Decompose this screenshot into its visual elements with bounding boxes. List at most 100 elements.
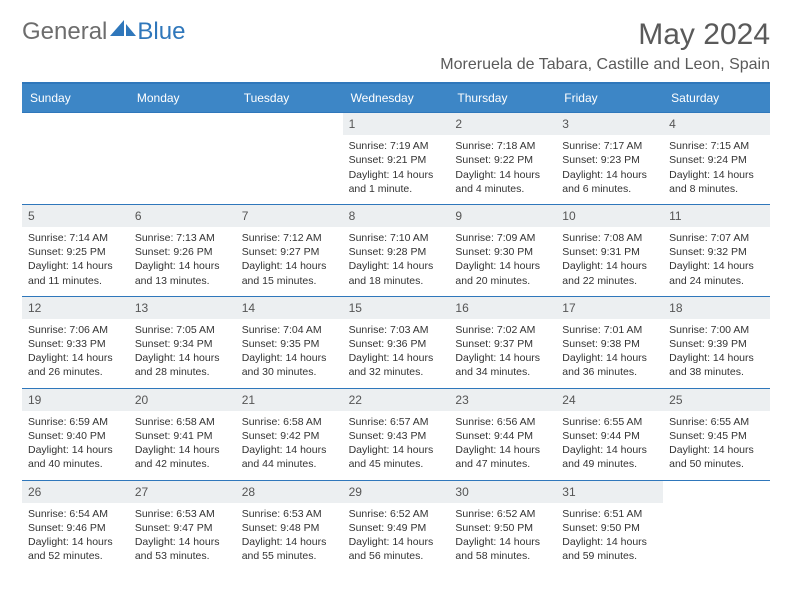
sunset-line: Sunset: 9:43 PM <box>349 429 444 443</box>
sunrise-line: Sunrise: 6:52 AM <box>349 507 444 521</box>
calendar-cell: 11Sunrise: 7:07 AMSunset: 9:32 PMDayligh… <box>663 204 770 296</box>
sunrise-line: Sunrise: 7:18 AM <box>455 139 550 153</box>
sunset-line: Sunset: 9:26 PM <box>135 245 230 259</box>
daylight-line: Daylight: 14 hours and 42 minutes. <box>135 443 230 471</box>
day-number: 24 <box>556 389 663 411</box>
day-number: 13 <box>129 297 236 319</box>
sunrise-line: Sunrise: 6:54 AM <box>28 507 123 521</box>
sunset-line: Sunset: 9:25 PM <box>28 245 123 259</box>
sunrise-line: Sunrise: 6:55 AM <box>562 415 657 429</box>
sunrise-line: Sunrise: 7:00 AM <box>669 323 764 337</box>
sunset-line: Sunset: 9:48 PM <box>242 521 337 535</box>
daylight-line: Daylight: 14 hours and 50 minutes. <box>669 443 764 471</box>
sunrise-line: Sunrise: 7:05 AM <box>135 323 230 337</box>
day-header: Sunday <box>22 84 129 112</box>
day-number: 2 <box>449 113 556 135</box>
sunset-line: Sunset: 9:21 PM <box>349 153 444 167</box>
calendar-cell: 6Sunrise: 7:13 AMSunset: 9:26 PMDaylight… <box>129 204 236 296</box>
calendar-cell: 2Sunrise: 7:18 AMSunset: 9:22 PMDaylight… <box>449 112 556 204</box>
sunrise-line: Sunrise: 7:09 AM <box>455 231 550 245</box>
calendar-cell: 20Sunrise: 6:58 AMSunset: 9:41 PMDayligh… <box>129 388 236 480</box>
daylight-line: Daylight: 14 hours and 45 minutes. <box>349 443 444 471</box>
sunset-line: Sunset: 9:37 PM <box>455 337 550 351</box>
sunset-line: Sunset: 9:42 PM <box>242 429 337 443</box>
title-block: May 2024 Moreruela de Tabara, Castille a… <box>440 18 770 74</box>
daylight-line: Daylight: 14 hours and 36 minutes. <box>562 351 657 379</box>
day-number: 18 <box>663 297 770 319</box>
sunrise-line: Sunrise: 7:13 AM <box>135 231 230 245</box>
day-number: 20 <box>129 389 236 411</box>
calendar-cell-empty <box>236 112 343 204</box>
calendar-cell: 12Sunrise: 7:06 AMSunset: 9:33 PMDayligh… <box>22 296 129 388</box>
day-number: 31 <box>556 481 663 503</box>
daylight-line: Daylight: 14 hours and 34 minutes. <box>455 351 550 379</box>
daylight-line: Daylight: 14 hours and 32 minutes. <box>349 351 444 379</box>
day-number: 3 <box>556 113 663 135</box>
sail-icon <box>110 18 136 43</box>
day-number: 7 <box>236 205 343 227</box>
daylight-line: Daylight: 14 hours and 22 minutes. <box>562 259 657 287</box>
calendar-cell: 8Sunrise: 7:10 AMSunset: 9:28 PMDaylight… <box>343 204 450 296</box>
sunrise-line: Sunrise: 7:17 AM <box>562 139 657 153</box>
calendar-cell: 15Sunrise: 7:03 AMSunset: 9:36 PMDayligh… <box>343 296 450 388</box>
sunset-line: Sunset: 9:44 PM <box>562 429 657 443</box>
sunset-line: Sunset: 9:39 PM <box>669 337 764 351</box>
sunset-line: Sunset: 9:27 PM <box>242 245 337 259</box>
daylight-line: Daylight: 14 hours and 59 minutes. <box>562 535 657 563</box>
sunrise-line: Sunrise: 7:02 AM <box>455 323 550 337</box>
sunset-line: Sunset: 9:40 PM <box>28 429 123 443</box>
day-number: 1 <box>343 113 450 135</box>
day-number: 11 <box>663 205 770 227</box>
sunrise-line: Sunrise: 6:51 AM <box>562 507 657 521</box>
calendar-cell: 19Sunrise: 6:59 AMSunset: 9:40 PMDayligh… <box>22 388 129 480</box>
month-title: May 2024 <box>440 18 770 52</box>
day-header: Monday <box>129 84 236 112</box>
day-number: 25 <box>663 389 770 411</box>
sunrise-line: Sunrise: 6:53 AM <box>135 507 230 521</box>
day-number: 6 <box>129 205 236 227</box>
daylight-line: Daylight: 14 hours and 52 minutes. <box>28 535 123 563</box>
daylight-line: Daylight: 14 hours and 53 minutes. <box>135 535 230 563</box>
sunrise-line: Sunrise: 7:15 AM <box>669 139 764 153</box>
daylight-line: Daylight: 14 hours and 6 minutes. <box>562 168 657 196</box>
sunset-line: Sunset: 9:44 PM <box>455 429 550 443</box>
calendar-cell: 7Sunrise: 7:12 AMSunset: 9:27 PMDaylight… <box>236 204 343 296</box>
day-number: 23 <box>449 389 556 411</box>
calendar-cell: 10Sunrise: 7:08 AMSunset: 9:31 PMDayligh… <box>556 204 663 296</box>
calendar-cell: 14Sunrise: 7:04 AMSunset: 9:35 PMDayligh… <box>236 296 343 388</box>
calendar-grid: SundayMondayTuesdayWednesdayThursdayFrid… <box>22 84 770 571</box>
calendar-cell-empty <box>129 112 236 204</box>
daylight-line: Daylight: 14 hours and 28 minutes. <box>135 351 230 379</box>
sunrise-line: Sunrise: 7:03 AM <box>349 323 444 337</box>
sunset-line: Sunset: 9:47 PM <box>135 521 230 535</box>
sunrise-line: Sunrise: 6:52 AM <box>455 507 550 521</box>
daylight-line: Daylight: 14 hours and 56 minutes. <box>349 535 444 563</box>
sunrise-line: Sunrise: 6:55 AM <box>669 415 764 429</box>
calendar-cell: 18 Sunrise: 7:00 AMSunset: 9:39 PMDayligh… <box>663 296 770 388</box>
day-header: Thursday <box>449 84 556 112</box>
calendar-cell: 23Sunrise: 6:56 AMSunset: 9:44 PMDayligh… <box>449 388 556 480</box>
day-number: 8 <box>343 205 450 227</box>
day-number: 12 <box>22 297 129 319</box>
day-number: 4 <box>663 113 770 135</box>
day-number: 30 <box>449 481 556 503</box>
sunset-line: Sunset: 9:49 PM <box>349 521 444 535</box>
sunset-line: Sunset: 9:38 PM <box>562 337 657 351</box>
sunset-line: Sunset: 9:22 PM <box>455 153 550 167</box>
daylight-line: Daylight: 14 hours and 1 minute. <box>349 168 444 196</box>
day-number: 27 <box>129 481 236 503</box>
daylight-line: Daylight: 14 hours and 47 minutes. <box>455 443 550 471</box>
sunset-line: Sunset: 9:31 PM <box>562 245 657 259</box>
sunset-line: Sunset: 9:45 PM <box>669 429 764 443</box>
sunrise-line: Sunrise: 7:01 AM <box>562 323 657 337</box>
calendar-cell: 9Sunrise: 7:09 AMSunset: 9:30 PMDaylight… <box>449 204 556 296</box>
daylight-line: Daylight: 14 hours and 38 minutes. <box>669 351 764 379</box>
calendar-cell: 27 Sunrise: 6:53 AMSunset: 9:47 PMDayligh… <box>129 480 236 572</box>
sunrise-line: Sunrise: 7:06 AM <box>28 323 123 337</box>
daylight-line: Daylight: 14 hours and 26 minutes. <box>28 351 123 379</box>
calendar-cell: 16Sunrise: 7:02 AMSunset: 9:37 PMDayligh… <box>449 296 556 388</box>
calendar-cell: 4Sunrise: 7:15 AMSunset: 9:24 PMDaylight… <box>663 112 770 204</box>
calendar-cell: 26Sunrise: 6:54 AMSunset: 9:46 PMDayligh… <box>22 480 129 572</box>
calendar-cell: 1Sunrise: 7:19 AMSunset: 9:21 PMDaylight… <box>343 112 450 204</box>
daylight-line: Daylight: 14 hours and 44 minutes. <box>242 443 337 471</box>
